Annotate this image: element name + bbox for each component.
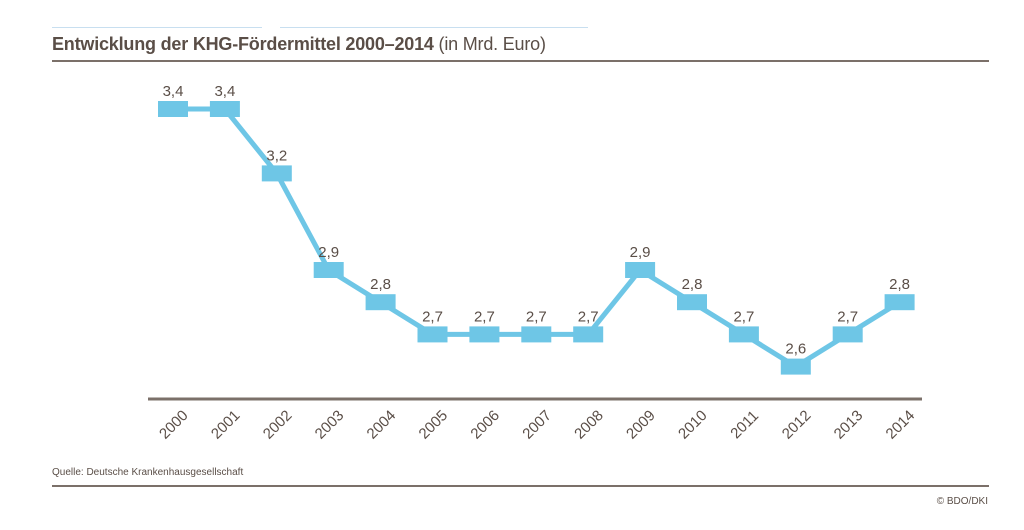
x-tick-label: 2012 — [779, 407, 815, 443]
data-point-marker — [313, 262, 344, 278]
x-tick-label: 2011 — [727, 407, 762, 442]
x-tick-label: 2009 — [623, 407, 659, 443]
copyright-note: © BDO/DKI — [936, 496, 988, 507]
x-tick-label: 2003 — [312, 407, 348, 443]
x-tick-label: 2013 — [831, 407, 867, 443]
data-point-marker — [780, 358, 811, 375]
x-tick-label: 2014 — [883, 407, 919, 443]
data-label: 2,7 — [474, 308, 495, 325]
data-point-marker — [261, 165, 292, 182]
data-label: 3,4 — [214, 83, 235, 100]
x-tick-label: 2005 — [416, 407, 452, 443]
data-point-marker — [677, 294, 707, 311]
x-tick-label: 2000 — [156, 407, 192, 443]
x-tick-label: 2004 — [364, 407, 400, 443]
data-label: 2,9 — [318, 244, 339, 261]
data-label: 2,7 — [422, 308, 443, 325]
data-label: 3,2 — [266, 147, 287, 164]
x-tick-label: 2006 — [467, 407, 503, 443]
data-point-marker — [417, 326, 448, 343]
data-point-marker — [209, 101, 240, 117]
data-point-marker — [884, 294, 915, 311]
chart-title-main: Entwicklung der KHG-Fördermittel 2000–20… — [52, 34, 434, 54]
x-tick-label: 2010 — [675, 407, 711, 443]
chart-title-unit: (in Mrd. Euro) — [438, 34, 546, 54]
data-point-marker — [469, 326, 500, 343]
data-label: 2,7 — [733, 308, 754, 325]
data-label: 2,8 — [370, 276, 391, 293]
data-label: 3,4 — [163, 83, 184, 100]
x-tick-label: 2001 — [208, 407, 244, 443]
source-note: Quelle: Deutsche Krankenhausgesellschaft — [52, 467, 244, 478]
x-tick-label: 2002 — [260, 407, 296, 443]
data-label: 2,7 — [526, 308, 547, 325]
chart-title: Entwicklung der KHG-Fördermittel 2000–20… — [52, 34, 546, 55]
data-label: 2,9 — [630, 244, 651, 261]
title-rule — [52, 60, 989, 62]
data-point-marker — [365, 294, 396, 311]
decorative-top-line — [280, 27, 588, 28]
data-point-marker — [728, 326, 759, 343]
decorative-top-line — [52, 27, 262, 28]
data-label: 2,7 — [837, 308, 858, 325]
data-point-marker — [573, 326, 604, 343]
data-label: 2,6 — [785, 341, 806, 358]
data-point-marker — [158, 101, 188, 117]
data-label: 2,7 — [578, 308, 599, 325]
x-tick-label: 2008 — [571, 407, 607, 443]
data-point-marker — [832, 326, 863, 343]
data-label: 2,8 — [889, 276, 910, 293]
footer-rule — [52, 485, 989, 487]
data-point-marker — [521, 326, 552, 343]
data-point-marker — [625, 262, 656, 278]
data-label: 2,8 — [682, 276, 703, 293]
x-tick-label: 2007 — [519, 407, 555, 443]
